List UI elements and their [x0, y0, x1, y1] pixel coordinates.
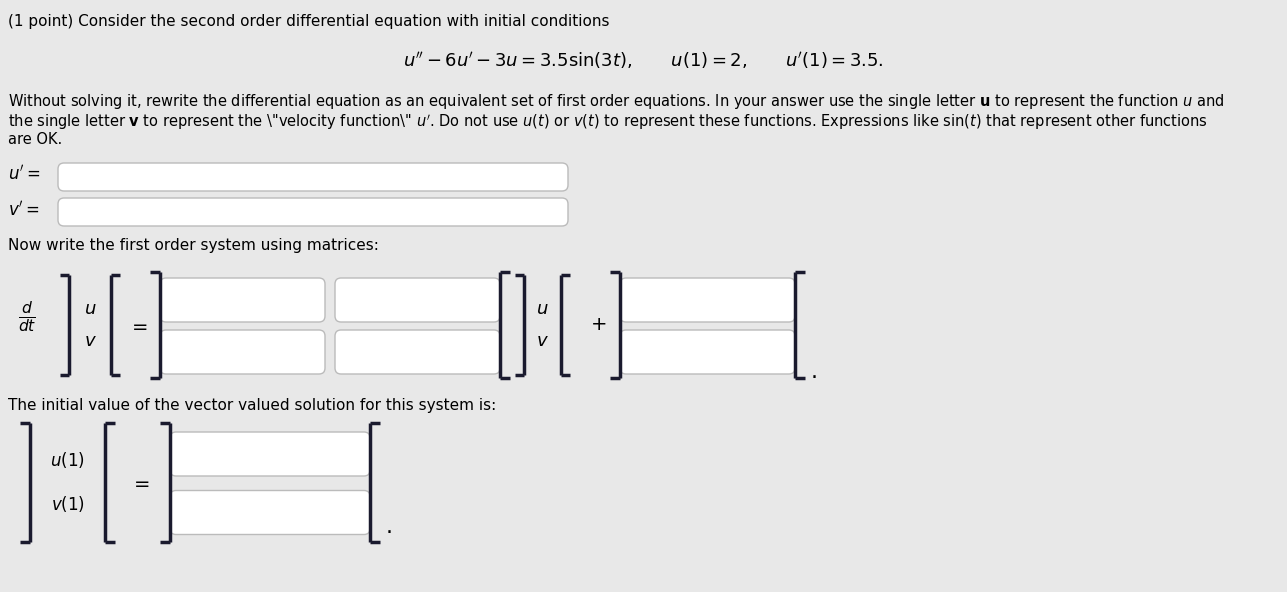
Text: .: . [811, 362, 819, 382]
FancyBboxPatch shape [335, 330, 501, 374]
FancyBboxPatch shape [620, 330, 795, 374]
Text: $u' =$: $u' =$ [8, 165, 40, 184]
Text: $u$: $u$ [84, 300, 97, 318]
Text: $+$: $+$ [589, 316, 606, 334]
Text: The initial value of the vector valued solution for this system is:: The initial value of the vector valued s… [8, 398, 497, 413]
FancyBboxPatch shape [160, 278, 326, 322]
FancyBboxPatch shape [170, 491, 369, 535]
Text: $v(1)$: $v(1)$ [50, 494, 85, 514]
Text: are OK.: are OK. [8, 132, 62, 147]
Text: $=$: $=$ [127, 316, 148, 334]
Text: $v$: $v$ [537, 332, 550, 350]
Text: $v' =$: $v' =$ [8, 200, 40, 219]
Text: the single letter $\mathbf{v}$ to represent the \"velocity function\" $u'$. Do n: the single letter $\mathbf{v}$ to repres… [8, 112, 1207, 131]
Text: $u'' - 6u' - 3u = 3.5\sin(3t), \qquad u(1) = 2, \qquad u'(1) = 3.5.$: $u'' - 6u' - 3u = 3.5\sin(3t), \qquad u(… [403, 50, 883, 71]
Text: $\frac{d}{dt}$: $\frac{d}{dt}$ [18, 300, 36, 334]
Text: Without solving it, rewrite the differential equation as an equivalent set of fi: Without solving it, rewrite the differen… [8, 92, 1224, 111]
Text: (1 point) Consider the second order differential equation with initial condition: (1 point) Consider the second order diff… [8, 14, 610, 29]
FancyBboxPatch shape [160, 330, 326, 374]
Text: $u(1)$: $u(1)$ [50, 451, 85, 471]
FancyBboxPatch shape [58, 198, 568, 226]
FancyBboxPatch shape [58, 163, 568, 191]
FancyBboxPatch shape [170, 432, 369, 476]
Text: $v$: $v$ [84, 332, 97, 350]
Text: .: . [386, 517, 393, 537]
Text: $=$: $=$ [130, 473, 151, 492]
FancyBboxPatch shape [335, 278, 501, 322]
FancyBboxPatch shape [620, 278, 795, 322]
Text: $u$: $u$ [537, 300, 548, 318]
Text: Now write the first order system using matrices:: Now write the first order system using m… [8, 238, 378, 253]
